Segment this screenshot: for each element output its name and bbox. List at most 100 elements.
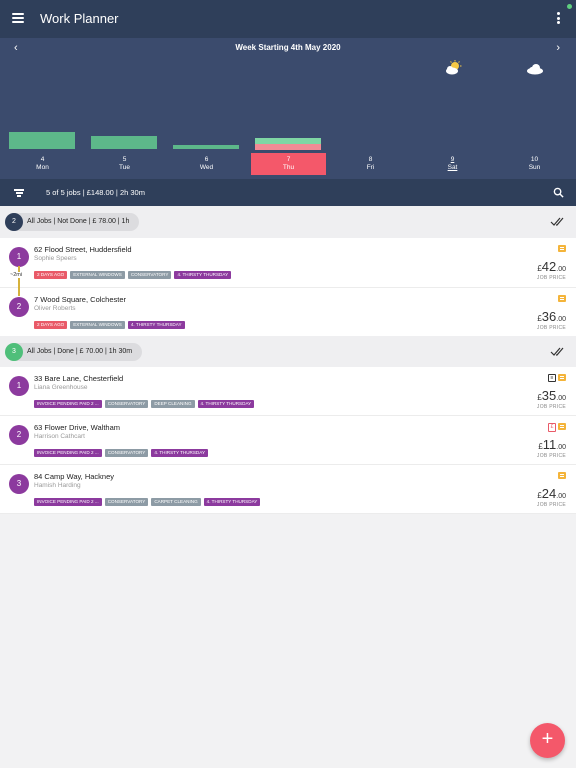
app-title: Work Planner — [40, 11, 119, 26]
job-client: Oliver Roberts — [34, 305, 76, 312]
cash-payment-icon[interactable]: £ — [548, 423, 556, 432]
job-address: 84 Camp Way, Hackney — [34, 472, 115, 481]
mark-all-done-icon[interactable] — [550, 346, 566, 358]
next-week-chevron-icon[interactable]: › — [556, 42, 560, 54]
job-row[interactable]: 2 7 Wood Square, Colchester Oliver Rober… — [0, 288, 576, 337]
week-overview: ‹ Week Starting 4th May 2020 › 4 Mon 5 T… — [0, 38, 576, 179]
day-sun[interactable]: 10 Sun — [528, 156, 541, 171]
job-price: £24.00 — [537, 486, 566, 501]
job-order-badge: 3 — [9, 474, 29, 494]
job-tag: Conservatory — [127, 271, 172, 279]
job-row[interactable]: 1 33 Bare Lane, Chesterfield Liana Green… — [0, 367, 576, 416]
job-tag: External windows — [70, 271, 125, 279]
job-price-label: JOB PRICE — [536, 502, 566, 508]
job-price-label: JOB PRICE — [536, 325, 566, 331]
job-client: Liana Greenhouse — [34, 384, 88, 391]
job-tag: 4. Thirsty Thursday — [174, 271, 232, 279]
week-workload-bars — [9, 132, 321, 150]
job-tag: 4. Thirsty Thursday — [151, 449, 209, 457]
route-distance: ~2mi — [10, 272, 23, 278]
job-client: Harrison Cathcart — [34, 433, 85, 440]
job-address: 33 Bare Lane, Chesterfield — [34, 374, 124, 383]
job-tag: 4. Thirsty Thursday — [127, 321, 185, 329]
more-options-icon[interactable] — [557, 12, 561, 26]
group-header-not-done[interactable]: 2 All Jobs | Not Done | £ 78.00 | 1h — [0, 206, 576, 238]
app-bar: Work Planner — [0, 0, 576, 38]
job-tag: Invoice pending paid 2 ... — [34, 449, 102, 457]
job-tag: 2 days ago — [34, 321, 68, 329]
day-mon[interactable]: 4 Mon — [36, 156, 49, 171]
job-tag: Carpet cleaning — [151, 498, 201, 506]
job-price: £42.00 — [537, 259, 566, 274]
note-icon[interactable] — [558, 245, 566, 252]
job-address: 62 Flood Street, Huddersfield — [34, 245, 132, 254]
job-order-badge: 2 — [9, 297, 29, 317]
day-tue[interactable]: 5 Tue — [119, 156, 130, 171]
group-title: All Jobs | Not Done | £ 78.00 | 1h — [27, 218, 130, 225]
job-tags: Invoice pending paid 2 ... Conservatory … — [34, 498, 261, 506]
note-icon[interactable] — [558, 423, 566, 430]
group-header-done[interactable]: 3 All Jobs | Done | £ 70.00 | 1h 30m — [0, 336, 576, 368]
job-order-badge: 2 — [9, 425, 29, 445]
day-thu[interactable]: 7 Thu — [251, 153, 326, 175]
filter-icon[interactable] — [14, 189, 24, 198]
job-row[interactable]: 1 62 Flood Street, Huddersfield Sophie S… — [0, 238, 576, 288]
job-row[interactable]: 3 84 Camp Way, Hackney Hamish Harding In… — [0, 465, 576, 514]
workload-bar-thu-done — [255, 138, 321, 144]
cloud-icon — [527, 64, 543, 75]
job-price-label: JOB PRICE — [536, 275, 566, 281]
day-sat[interactable]: 9 Sat — [447, 156, 458, 171]
week-title: Week Starting 4th May 2020 — [235, 43, 341, 52]
job-tags: Invoice pending paid 2 ... Conservatory … — [34, 449, 209, 457]
add-job-button[interactable]: + — [530, 723, 565, 758]
menu-icon[interactable] — [12, 13, 24, 23]
job-tag: Deep cleaning — [151, 400, 195, 408]
group-pill: 3 All Jobs | Done | £ 70.00 | 1h 30m — [5, 343, 143, 361]
job-address: 63 Flower Drive, Waltham — [34, 423, 120, 432]
job-order-badge: 1 — [9, 247, 29, 267]
job-price: £11.00 — [538, 437, 566, 452]
workload-bar-wed — [173, 145, 239, 149]
previous-week-chevron-icon[interactable]: ‹ — [14, 42, 18, 54]
job-tag: Invoice pending paid 2 ... — [34, 498, 102, 506]
job-price-label: JOB PRICE — [536, 404, 566, 410]
job-tags: 2 days ago External windows Conservatory… — [34, 271, 232, 279]
job-price: £36.00 — [537, 309, 566, 324]
search-icon[interactable] — [553, 187, 564, 198]
workload-bar-tue — [91, 136, 157, 149]
workload-bar-thu-pending — [255, 144, 321, 150]
note-icon[interactable] — [558, 374, 566, 381]
group-count-badge: 2 — [5, 213, 23, 231]
job-tag: 4. Thirsty Thursday — [203, 498, 261, 506]
job-price-label: JOB PRICE — [536, 453, 566, 459]
note-icon[interactable] — [558, 295, 566, 302]
job-tags: Invoice pending paid 2 ... Conservatory … — [34, 400, 255, 408]
day-fri[interactable]: 8 Fri — [366, 156, 375, 171]
job-client: Sophie Speers — [34, 255, 77, 262]
note-icon[interactable] — [558, 472, 566, 479]
group-count-badge: 3 — [5, 343, 23, 361]
mark-all-done-icon[interactable] — [550, 216, 566, 228]
job-tag: Conservatory — [104, 449, 149, 457]
job-tag: Conservatory — [104, 400, 149, 408]
group-pill: 2 All Jobs | Not Done | £ 78.00 | 1h — [5, 213, 140, 231]
group-title: All Jobs | Done | £ 70.00 | 1h 30m — [27, 348, 133, 355]
partly-sunny-icon — [446, 60, 462, 75]
job-price: £35.00 — [537, 388, 566, 403]
jobs-summary: 5 of 5 jobs | £148.00 | 2h 30m — [46, 188, 145, 197]
job-address: 7 Wood Square, Colchester — [34, 295, 126, 304]
workload-bar-mon — [9, 132, 75, 149]
status-dot — [567, 4, 572, 9]
job-client: Hamish Harding — [34, 482, 81, 489]
job-tag: 4. Thirsty Thursday — [197, 400, 255, 408]
job-tag: Invoice pending paid 2 ... — [34, 400, 102, 408]
job-order-badge: 1 — [9, 376, 29, 396]
job-tags: 2 days ago External windows 4. Thirsty T… — [34, 321, 185, 329]
filter-bar: 5 of 5 jobs | £148.00 | 2h 30m — [0, 179, 576, 206]
job-tag: Conservatory — [104, 498, 149, 506]
day-wed[interactable]: 6 Wed — [199, 156, 214, 171]
job-tag: External windows — [70, 321, 125, 329]
job-tag: 2 days ago — [34, 271, 68, 279]
invoice-icon[interactable]: ≡ — [548, 374, 556, 382]
job-row[interactable]: 2 63 Flower Drive, Waltham Harrison Cath… — [0, 416, 576, 465]
